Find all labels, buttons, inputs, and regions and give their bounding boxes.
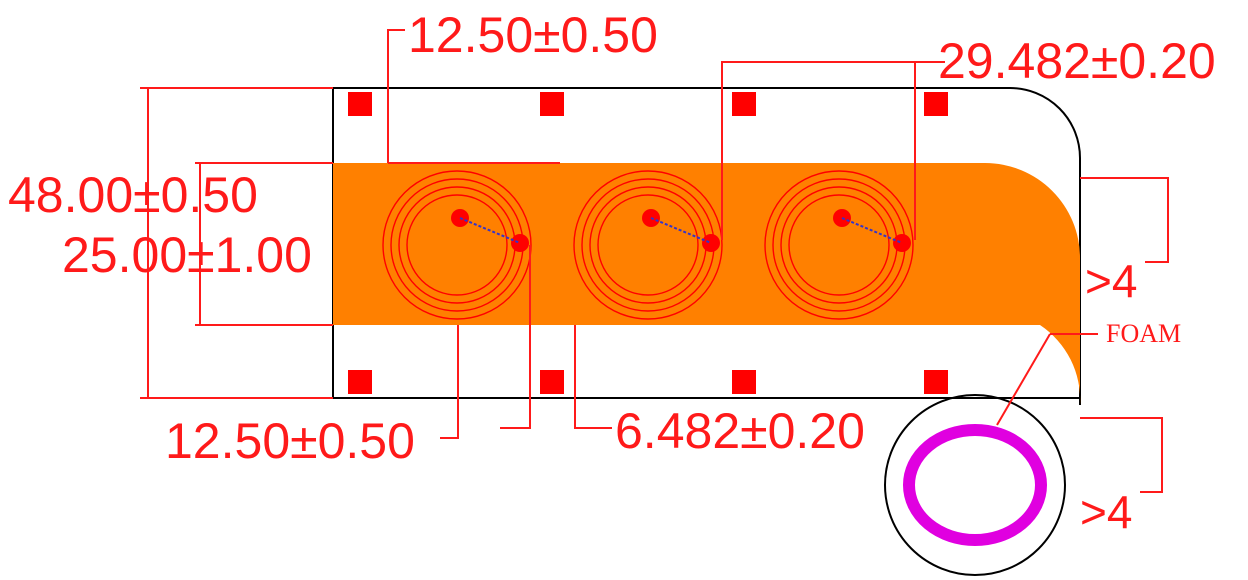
dim-bottom-pitch: 12.50±0.50 (165, 413, 415, 469)
pad (540, 370, 564, 394)
dim-top-pitch: 12.50±0.50 (408, 7, 658, 63)
pad (732, 370, 756, 394)
nfc-coil-1 (382, 170, 532, 320)
dim-overall-height: 48.00±0.50 (8, 167, 258, 223)
top-pads (348, 92, 948, 116)
roll-core-outline (884, 394, 1066, 576)
pad (348, 92, 372, 116)
foam-label: FOAM (1106, 319, 1181, 348)
dim-coil-pitch: 29.482±0.20 (938, 33, 1216, 89)
dimension-lines (140, 29, 1169, 493)
nfc-coil-2 (573, 170, 723, 320)
pad (348, 370, 372, 394)
bottom-pads (348, 370, 948, 394)
dim-clearance-lower: >4 (1080, 486, 1132, 538)
dim-strip-height: 25.00±1.00 (62, 227, 312, 283)
pad (924, 92, 948, 116)
dim-coil-gap: 6.482±0.20 (615, 403, 865, 459)
pad (924, 370, 948, 394)
pad (732, 92, 756, 116)
pad (540, 92, 564, 116)
foam-ring (903, 424, 1047, 546)
nfc-coil-3 (764, 170, 914, 320)
dim-clearance-upper: >4 (1085, 255, 1137, 307)
